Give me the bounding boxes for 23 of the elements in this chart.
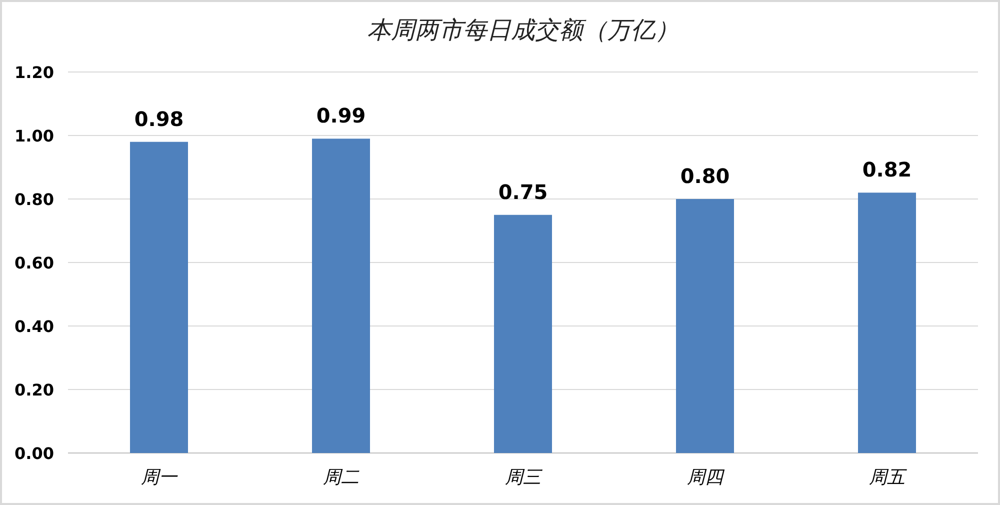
y-tick-label: 0.40 bbox=[14, 317, 54, 336]
data-label: 0.98 bbox=[134, 106, 184, 131]
y-tick-label: 0.20 bbox=[14, 380, 54, 400]
x-tick-label: 周四 bbox=[687, 467, 725, 488]
bar bbox=[858, 192, 916, 453]
y-tick-label: 0.00 bbox=[14, 444, 54, 463]
data-label: 0.75 bbox=[498, 180, 548, 204]
y-tick-label: 0.80 bbox=[14, 190, 54, 209]
bar bbox=[494, 214, 552, 453]
y-tick-label: 1.00 bbox=[14, 126, 54, 146]
data-label: 0.99 bbox=[316, 104, 366, 128]
data-label: 0.80 bbox=[680, 164, 730, 188]
bar bbox=[312, 138, 370, 453]
data-label: 0.82 bbox=[862, 158, 912, 182]
x-tick-label: 周三 bbox=[505, 467, 543, 488]
x-tick-label: 周一 bbox=[141, 467, 178, 488]
x-tick-label: 周二 bbox=[323, 467, 360, 488]
y-tick-label: 0.60 bbox=[14, 254, 54, 272]
y-tick-label: 1.20 bbox=[14, 63, 54, 82]
bar bbox=[130, 142, 188, 453]
x-tick-label: 周五 bbox=[869, 467, 907, 488]
chart-title: 本周两市每日成交额（万亿） bbox=[367, 16, 679, 44]
bar bbox=[676, 199, 734, 453]
